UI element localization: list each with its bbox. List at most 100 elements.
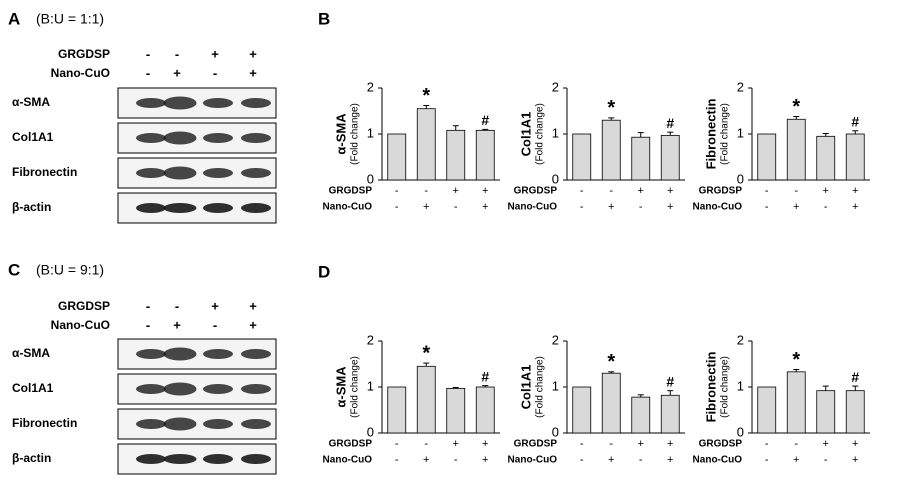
condition-sign: - [580, 438, 584, 450]
blot-band [163, 96, 197, 110]
bar [572, 133, 592, 181]
blot-band [136, 419, 166, 429]
y-axis-sublabel: (Fold change) [720, 103, 731, 165]
y-tick-label: 0 [737, 171, 744, 186]
y-axis-label: Fibronectin [703, 352, 718, 423]
blot-band [136, 454, 166, 464]
treatment-sign: - [146, 65, 150, 80]
blot-band [136, 384, 166, 394]
y-tick-label: 0 [367, 171, 374, 186]
y-tick-label: 1 [367, 125, 374, 140]
condition-name: Nano-CuO [693, 202, 743, 213]
blot-band [241, 419, 271, 429]
blot-band [136, 168, 166, 178]
condition-sign: + [482, 438, 488, 450]
condition-sign: + [638, 185, 644, 197]
condition-name: GRGDSP [699, 439, 743, 450]
condition-sign: + [667, 201, 673, 213]
bar [601, 119, 621, 181]
y-tick-label: 2 [552, 332, 559, 347]
condition-sign: + [608, 454, 614, 466]
y-axis-label: Fibronectin [703, 99, 718, 170]
treatment-sign: + [249, 317, 257, 332]
significance-mark: * [422, 85, 430, 107]
blot-band [203, 349, 233, 359]
y-tick-label: 2 [737, 332, 744, 347]
condition-sign: + [852, 201, 858, 213]
treatment-sign: + [173, 317, 181, 332]
treatment-sign: + [173, 65, 181, 80]
y-axis-sublabel: (Fold change) [535, 103, 546, 165]
condition-sign: - [824, 201, 828, 213]
blot-band [163, 131, 197, 145]
blot-band [241, 98, 271, 108]
y-tick-label: 1 [552, 125, 559, 140]
condition-sign: + [823, 438, 829, 450]
panel-label: A [8, 9, 20, 28]
bar [387, 386, 407, 434]
condition-sign: - [580, 201, 584, 213]
y-label-group: α-SMA (Fold change) [333, 103, 360, 165]
y-axis-sublabel: (Fold change) [535, 356, 546, 418]
condition-sign: + [852, 185, 858, 197]
bar [816, 390, 836, 434]
y-tick-label: 0 [552, 424, 559, 439]
y-label-group: Fibronectin (Fold change) [703, 352, 730, 423]
bar [387, 133, 407, 181]
condition-sign: + [793, 201, 799, 213]
blot-band [241, 384, 271, 394]
condition-name: GRGDSP [329, 439, 373, 450]
condition-sign: - [609, 185, 613, 197]
blot-band [203, 98, 233, 108]
condition-sign: - [765, 454, 769, 466]
y-tick-label: 1 [737, 378, 744, 393]
blot-band [163, 382, 197, 396]
y-label-group: α-SMA (Fold change) [333, 356, 360, 418]
y-axis-label: α-SMA [333, 366, 348, 408]
significance-mark: # [851, 369, 859, 385]
significance-mark: # [481, 368, 489, 384]
y-axis-label: Col1A1 [518, 365, 533, 410]
y-axis-label: Col1A1 [518, 112, 533, 157]
bar [757, 133, 777, 181]
blot-band [163, 347, 197, 361]
blot-row-label: Col1A1 [12, 130, 54, 144]
condition-sign: - [794, 438, 798, 450]
panel-label: C [8, 260, 20, 279]
condition-sign: + [667, 185, 673, 197]
condition-sign: - [580, 185, 584, 197]
y-label-group: Col1A1 (Fold change) [518, 103, 545, 165]
treatment-sign: + [249, 46, 257, 61]
treatment-sign: - [146, 46, 150, 61]
condition-sign: + [852, 454, 858, 466]
significance-mark: * [792, 349, 800, 371]
blot-band [136, 133, 166, 143]
y-tick-label: 2 [367, 332, 374, 347]
condition-sign: - [765, 185, 769, 197]
significance-mark: # [851, 113, 859, 129]
treatment-sign: - [213, 317, 217, 332]
y-axis-label: α-SMA [333, 113, 348, 155]
bar [631, 136, 651, 181]
blot-row-label: α-SMA [12, 346, 50, 360]
y-tick-label: 1 [367, 378, 374, 393]
bar [660, 134, 680, 181]
condition-sign: + [482, 185, 488, 197]
bar [416, 365, 436, 434]
treatment-sign: - [175, 46, 179, 61]
blot-band [241, 133, 271, 143]
treatment-sign: + [211, 46, 219, 61]
blot-band [203, 384, 233, 394]
condition-sign: - [639, 454, 643, 466]
condition-name: GRGDSP [699, 186, 743, 197]
condition-sign: - [794, 185, 798, 197]
treatment-name: GRGDSP [58, 299, 110, 313]
treatment-sign: + [211, 298, 219, 313]
significance-mark: * [607, 351, 615, 373]
condition-sign: + [608, 201, 614, 213]
condition-sign: + [423, 454, 429, 466]
bar [601, 372, 621, 434]
blot-band [203, 454, 233, 464]
blot-band [241, 454, 271, 464]
